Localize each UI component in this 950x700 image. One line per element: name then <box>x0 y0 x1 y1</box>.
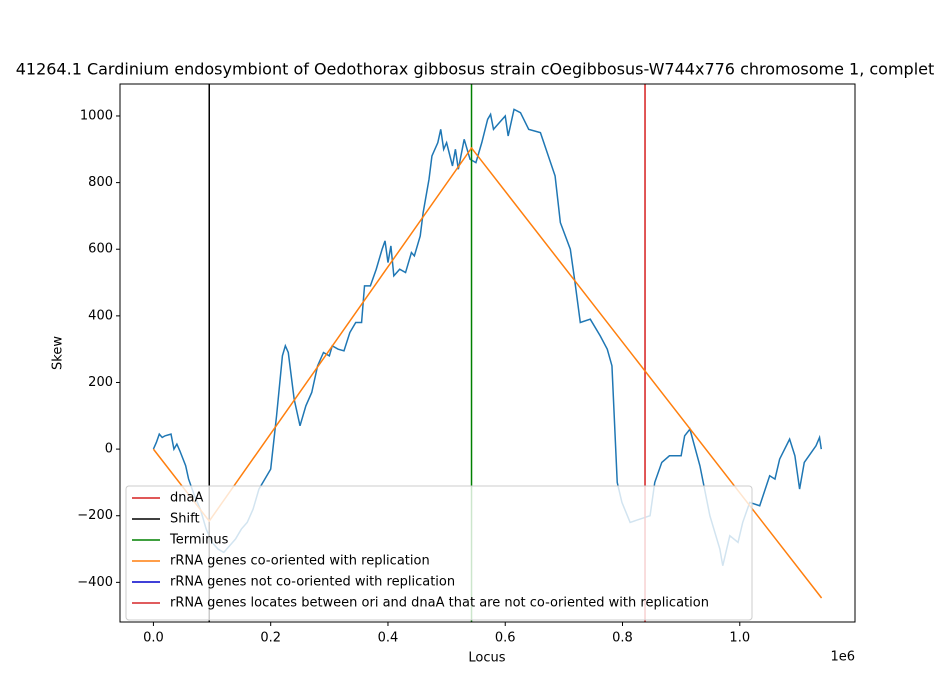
x-tick-label: 0.0 <box>143 631 164 646</box>
x-tick-label: 0.6 <box>495 631 516 646</box>
x-tick-label: 0.2 <box>260 631 281 646</box>
y-tick-label: 600 <box>88 242 113 257</box>
legend-label: dnaA <box>170 491 203 506</box>
legend-label: rRNA genes co-oriented with replication <box>170 554 430 569</box>
chart-title: 41264.1 Cardinium endosymbiont of Oedoth… <box>16 60 935 79</box>
y-tick-label: −200 <box>77 508 113 523</box>
y-axis-label: Skew <box>51 336 66 370</box>
legend-label: Shift <box>170 512 200 527</box>
y-tick-label: 400 <box>88 308 113 323</box>
legend-box <box>125 485 753 621</box>
x-axis-label: Locus <box>468 651 505 666</box>
y-tick-label: 800 <box>88 175 113 190</box>
x-tick-label: 0.8 <box>612 631 633 646</box>
legend-label: rRNA genes locates between ori and dnaA … <box>170 596 709 611</box>
x-tick-label: 1.0 <box>729 631 750 646</box>
x-tick-label: 0.4 <box>378 631 399 646</box>
y-tick-label: 0 <box>105 442 113 457</box>
plot-frame <box>119 83 856 623</box>
y-tick-label: 200 <box>88 375 113 390</box>
y-tick-label: 1000 <box>80 108 113 123</box>
x-offset-label: 1e6 <box>830 650 855 665</box>
series-line <box>152 146 823 599</box>
legend-label: rRNA genes not co-oriented with replicat… <box>170 575 455 590</box>
legend-label: Terminus <box>169 533 229 548</box>
y-tick-label: −400 <box>77 575 113 590</box>
